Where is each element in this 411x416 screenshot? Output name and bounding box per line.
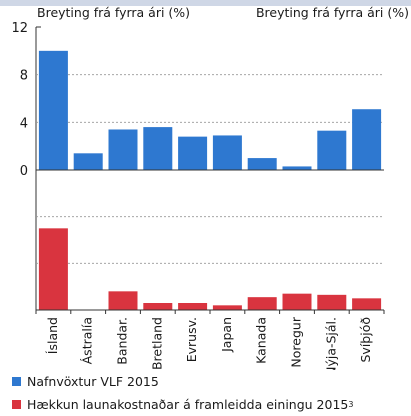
x-category-label: Kanada (254, 317, 269, 364)
legend-swatch-blue (12, 377, 21, 386)
labour-cost-bar (143, 303, 173, 310)
gdp-bar (38, 50, 68, 171)
legend-label-unit-labour-cost: Hækkun launakostnaðar á framleidda einin… (27, 397, 349, 412)
right-axis-header: Breyting frá fyrra ári (%) (255, 5, 409, 20)
labour-cost-bar (247, 297, 277, 310)
bar-chart: 12 8 4 0 Ísland Ástralía Bandar. Bretland Evrusv… (11, 21, 385, 370)
left-axis-header: Breyting frá fyrra ári (%) (37, 5, 191, 20)
x-category-label: Bandar. (115, 317, 130, 365)
legend-item-unit-labour-cost: Hækkun launakostnaðar á framleidda einin… (12, 397, 353, 412)
x-category-label: Evrusv. (184, 317, 199, 362)
x-category-label: Bretland (149, 317, 164, 370)
y-tick-label: 12 (11, 21, 28, 36)
gdp-bar (73, 153, 103, 170)
legend-item-gdp-growth: Nafnvöxtur VLF 2015 (12, 374, 159, 389)
labour-cost-bar (38, 228, 68, 310)
gdp-bar (317, 130, 347, 170)
y-tick-label: 8 (20, 69, 28, 84)
x-category-label: Noregur (289, 316, 304, 367)
gdp-bar (247, 158, 277, 170)
labour-cost-bar (317, 294, 347, 310)
labour-cost-bar (282, 293, 312, 310)
x-category-label: Svíþjóð (358, 317, 373, 363)
top-strip (0, 0, 411, 6)
y-tick-label: 4 (20, 116, 28, 131)
gdp-bar (108, 129, 138, 170)
legend-footnote-mark: 3 (348, 400, 354, 409)
gdp-bar (143, 127, 173, 170)
gdp-bar (178, 136, 208, 170)
labour-cost-bar (212, 305, 242, 310)
y-tick-label: 0 (20, 164, 28, 179)
gdp-bar (352, 109, 382, 170)
x-category-label: Nýja-Sjál. (323, 317, 338, 370)
x-category-label: Ástralía (80, 317, 95, 364)
labour-cost-bar (108, 291, 138, 310)
labour-cost-bar (352, 298, 382, 310)
labour-cost-bar (178, 303, 208, 310)
x-category-label: Ísland (45, 317, 60, 354)
legend-swatch-red (12, 400, 21, 409)
gdp-bar (282, 166, 312, 170)
gdp-bar (212, 135, 242, 170)
x-category-label: Japan (219, 317, 234, 353)
legend-label-gdp-growth: Nafnvöxtur VLF 2015 (27, 374, 159, 389)
